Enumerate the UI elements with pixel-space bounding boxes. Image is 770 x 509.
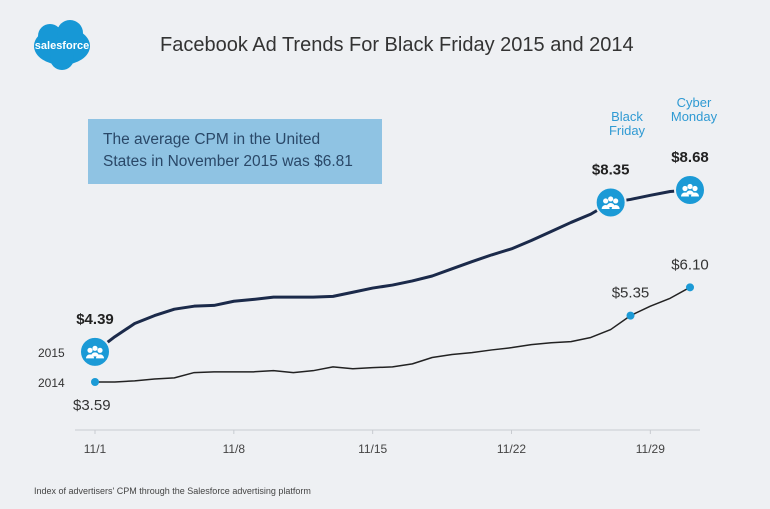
series-line xyxy=(95,286,691,383)
note-box: The average CPM in the United States in … xyxy=(88,119,382,184)
marker xyxy=(91,378,99,386)
logo-text: salesforce xyxy=(35,40,89,52)
x-tick-label: 11/29 xyxy=(636,442,665,456)
x-tick-label: 11/15 xyxy=(358,442,387,456)
marker xyxy=(626,311,635,320)
marker xyxy=(686,283,694,292)
icon-head xyxy=(613,198,619,204)
marker xyxy=(674,174,706,206)
data-label: $5.35 xyxy=(612,285,650,302)
x-tick-label: 11/8 xyxy=(223,442,246,456)
icon-head xyxy=(603,198,609,204)
series-line xyxy=(94,188,691,354)
data-label: $6.10 xyxy=(671,256,709,273)
marker xyxy=(594,186,627,219)
icon-body xyxy=(686,190,694,195)
icon-head xyxy=(608,196,614,202)
footnote: Index of advertisers' CPM through the Sa… xyxy=(34,486,311,496)
legend-label: 2015 xyxy=(38,346,65,360)
icon-head xyxy=(92,345,98,351)
icon-head xyxy=(692,185,698,192)
x-tick-label: 11/22 xyxy=(497,442,526,456)
data-label: $8.68 xyxy=(671,149,709,166)
marker xyxy=(79,335,111,368)
data-label: $4.39 xyxy=(76,311,114,328)
icon-body xyxy=(91,352,99,357)
annotation: Cyber Monday xyxy=(670,95,718,124)
annotation: Black Friday xyxy=(608,109,646,138)
data-label: $8.35 xyxy=(592,161,630,178)
icon-head xyxy=(682,185,688,192)
logo: salesforce xyxy=(34,20,90,70)
marker-circle xyxy=(674,174,706,206)
icon-head xyxy=(87,347,93,353)
icon-body xyxy=(606,202,615,207)
marker-circle xyxy=(594,186,627,219)
x-tick-label: 11/1 xyxy=(84,442,107,456)
legend-label: 2014 xyxy=(38,376,65,390)
marker-circle xyxy=(79,335,111,368)
icon-head xyxy=(97,347,103,353)
icon-head xyxy=(687,183,693,190)
data-label: $3.59 xyxy=(73,397,111,414)
chart-title: Facebook Ad Trends For Black Friday 2015… xyxy=(160,34,634,56)
